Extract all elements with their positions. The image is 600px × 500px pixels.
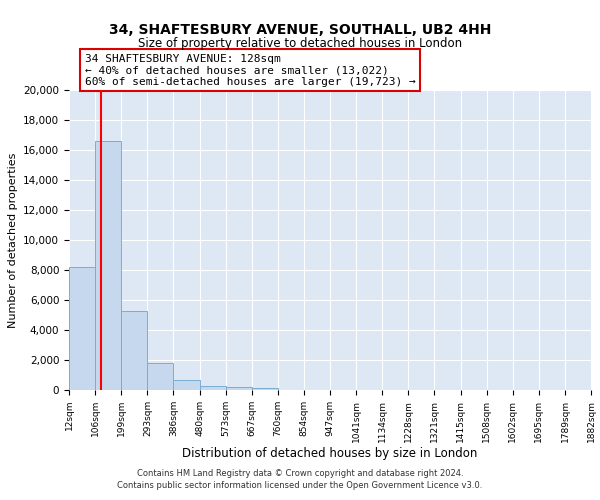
Text: 34 SHAFTESBURY AVENUE: 128sqm
← 40% of detached houses are smaller (13,022)
60% : 34 SHAFTESBURY AVENUE: 128sqm ← 40% of d…	[85, 54, 415, 87]
Bar	[252, 388, 278, 390]
Text: Contains public sector information licensed under the Open Government Licence v3: Contains public sector information licen…	[118, 481, 482, 490]
Bar	[121, 310, 148, 390]
Bar	[95, 141, 121, 390]
X-axis label: Distribution of detached houses by size in London: Distribution of detached houses by size …	[182, 448, 478, 460]
Bar	[148, 363, 173, 390]
Bar	[226, 387, 252, 390]
Text: Size of property relative to detached houses in London: Size of property relative to detached ho…	[138, 38, 462, 51]
Bar	[200, 386, 226, 390]
Text: Contains HM Land Registry data © Crown copyright and database right 2024.: Contains HM Land Registry data © Crown c…	[137, 468, 463, 477]
Text: 34, SHAFTESBURY AVENUE, SOUTHALL, UB2 4HH: 34, SHAFTESBURY AVENUE, SOUTHALL, UB2 4H…	[109, 22, 491, 36]
Bar	[69, 267, 95, 390]
Bar	[173, 380, 200, 390]
Y-axis label: Number of detached properties: Number of detached properties	[8, 152, 17, 328]
